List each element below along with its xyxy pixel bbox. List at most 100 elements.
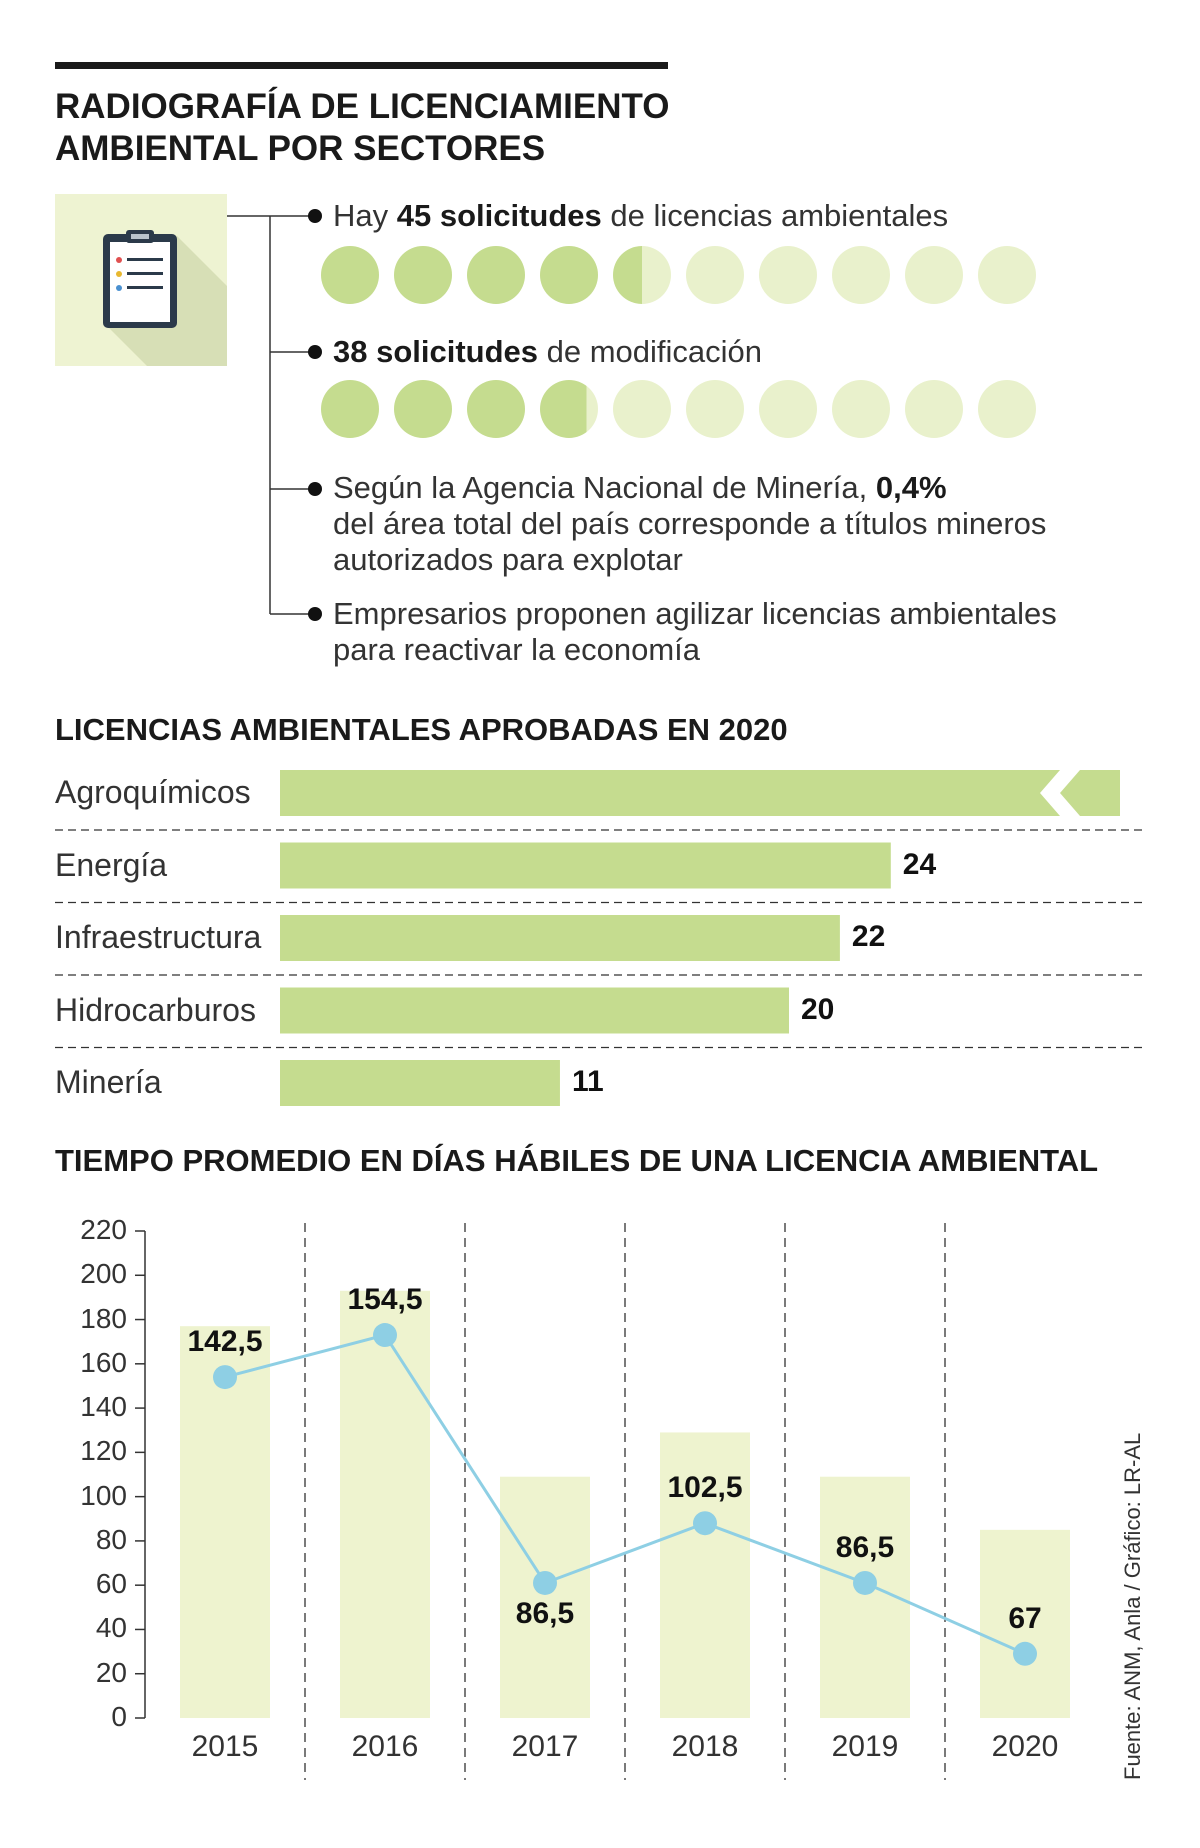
bar-value-label: 20 <box>801 992 835 1026</box>
bar-category-label: Infraestructura <box>55 919 262 955</box>
dot-empty <box>905 246 963 304</box>
dot-empty <box>832 380 890 438</box>
dot-empty <box>759 380 817 438</box>
source-credit: Fuente: ANM, Anla / Gráfico: LR-AL <box>1120 1432 1145 1780</box>
dot-row-licencias <box>321 246 1036 304</box>
dot-filled <box>321 246 379 304</box>
dot-empty <box>759 246 817 304</box>
bar-category-label: Hidrocarburos <box>55 991 256 1028</box>
year-bar <box>340 1290 430 1718</box>
x-tick-label: 2015 <box>191 1730 259 1763</box>
bar-value-label: 24 <box>902 847 937 881</box>
dot-empty <box>905 380 963 438</box>
trend-point <box>213 1365 237 1390</box>
point-value-label: 142,5 <box>187 1325 263 1359</box>
dot-row-modificacion <box>321 380 1036 438</box>
fact-text: Según la Agencia Nacional de Minería, <box>333 470 876 505</box>
fact-bullet <box>308 482 322 496</box>
bar-chart-title: LICENCIAS AMBIENTALES APROBADAS EN 2020 <box>55 712 788 747</box>
dot-empty <box>686 246 744 304</box>
combo-chart-title: TIEMPO PROMEDIO EN DÍAS HÁBILES DE UNA L… <box>55 1143 1099 1178</box>
trend-point <box>533 1570 557 1595</box>
bar-category-label: Agroquímicos <box>55 774 251 810</box>
bar-category-label: Minería <box>55 1064 162 1100</box>
dot-partial <box>540 380 598 438</box>
fact-text: del área total del país corresponde a tí… <box>333 506 1047 541</box>
bar <box>280 987 789 1034</box>
dot-filled <box>394 246 452 304</box>
y-tick-label: 20 <box>95 1656 127 1688</box>
bar-value-label: 22 <box>851 920 886 953</box>
fact-highlight: 38 solicitudes <box>333 334 539 369</box>
bar-value-label: 11 <box>571 1065 604 1098</box>
fact-bullet <box>308 209 322 223</box>
year-bar <box>980 1529 1070 1718</box>
fact-text: de modificación <box>538 334 763 369</box>
dot-filled <box>540 246 598 304</box>
year-bar <box>660 1432 750 1718</box>
title-line-2: AMBIENTAL POR SECTORES <box>55 129 546 168</box>
point-value-label: 86,5 <box>835 1530 895 1564</box>
year-bar <box>500 1476 590 1718</box>
year-bar <box>180 1326 270 1718</box>
x-tick-label: 2016 <box>351 1730 419 1763</box>
dot-filled <box>467 380 525 438</box>
fact-licencias: Hay 45 solicitudes de licencias ambienta… <box>333 198 948 234</box>
fact-text: autorizados para explotar <box>333 542 683 577</box>
trend-point <box>693 1511 717 1536</box>
trend-line <box>224 1333 1026 1656</box>
fact-text: de licencias ambientales <box>601 198 949 233</box>
dot-empty <box>978 246 1036 304</box>
x-tick-label: 2019 <box>831 1730 899 1763</box>
tiempo-combo-chart <box>135 1223 1070 1780</box>
infographic-title: RADIOGRAFÍA DE LICENCIAMIENTO AMBIENTAL … <box>55 86 669 170</box>
trend-point <box>373 1323 397 1348</box>
bar <box>280 915 840 961</box>
fact-empresarios: Empresarios proponen agilizar licencias … <box>333 596 1057 668</box>
fact-text: Hay <box>333 198 397 233</box>
point-value-label: 86,5 <box>515 1596 575 1630</box>
fact-mineria: Según la Agencia Nacional de Minería, 0,… <box>333 470 1046 578</box>
fact-highlight: 0,4% <box>875 470 947 505</box>
y-tick-label: 40 <box>95 1612 127 1644</box>
title-rule <box>55 62 668 69</box>
x-tick-label: 2018 <box>671 1730 739 1763</box>
point-value-label: 102,5 <box>667 1471 743 1505</box>
y-tick-label: 60 <box>95 1568 127 1600</box>
dot-empty <box>613 380 671 438</box>
clipboard-icon-box <box>55 194 227 366</box>
point-value-label: 154,5 <box>347 1283 423 1317</box>
x-tick-label: 2017 <box>511 1730 579 1763</box>
y-tick-label: 160 <box>80 1346 127 1378</box>
y-tick-label: 180 <box>80 1302 127 1334</box>
y-tick-label: 0 <box>111 1701 127 1732</box>
bar <box>280 842 891 889</box>
trend-point <box>853 1570 877 1595</box>
fact-modificacion: 38 solicitudes de modificación <box>333 334 762 370</box>
y-tick-label: 100 <box>80 1479 127 1511</box>
y-tick-label: 120 <box>80 1435 127 1467</box>
fact-highlight: 45 solicitudes <box>396 198 602 233</box>
y-tick-label: 220 <box>80 1214 127 1245</box>
fact-connectors <box>227 209 322 621</box>
dot-empty <box>686 380 744 438</box>
dot-filled <box>394 380 452 438</box>
fact-bullet <box>308 345 322 359</box>
dot-empty <box>978 380 1036 438</box>
x-tick-label: 2020 <box>991 1730 1059 1763</box>
y-tick-label: 80 <box>95 1523 127 1555</box>
fact-bullet <box>308 607 322 621</box>
dot-filled <box>321 380 379 438</box>
point-value-label: 67 <box>1008 1601 1042 1635</box>
y-tick-label: 200 <box>80 1258 127 1290</box>
title-line-1: RADIOGRAFÍA DE LICENCIAMIENTO <box>55 87 670 126</box>
bar-segment-break <box>1060 770 1120 816</box>
trend-point <box>1013 1641 1037 1666</box>
fact-text: para reactivar la economía <box>333 632 701 667</box>
dot-partial <box>613 246 671 304</box>
bar-segment <box>280 770 1060 816</box>
clipboard-icon <box>103 230 227 366</box>
dot-filled <box>467 246 525 304</box>
y-tick-label: 140 <box>80 1391 127 1423</box>
